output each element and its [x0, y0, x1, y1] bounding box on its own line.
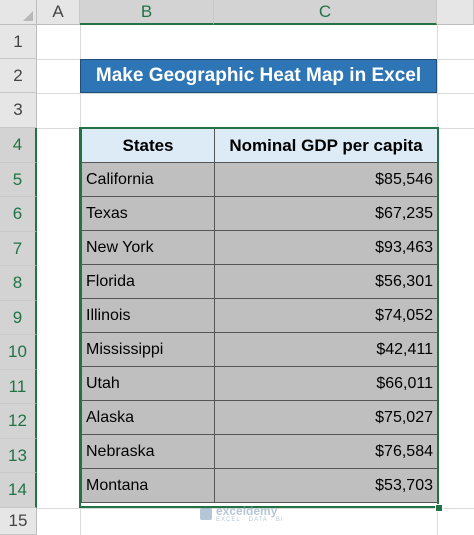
gdp-cell[interactable]: $85,546	[214, 162, 438, 197]
row-header[interactable]: 2	[0, 59, 37, 93]
select-all-button[interactable]	[0, 0, 37, 25]
row-header[interactable]: 9	[0, 301, 37, 335]
row-header[interactable]: 4	[0, 128, 37, 163]
gdp-cell[interactable]: $76,584	[214, 434, 438, 469]
row-header[interactable]: 6	[0, 197, 37, 232]
table-row: Illinois $74,052	[81, 298, 438, 333]
row-header[interactable]: 12	[0, 404, 37, 439]
row-header[interactable]: 7	[0, 232, 37, 266]
table-header-row: States Nominal GDP per capita	[81, 128, 438, 163]
gdp-cell[interactable]: $53,703	[214, 468, 438, 503]
table-row: Utah $66,011	[81, 366, 438, 401]
table-row: Alaska $75,027	[81, 400, 438, 435]
gdp-cell[interactable]: $75,027	[214, 400, 438, 435]
gdp-cell[interactable]: $56,301	[214, 264, 438, 299]
gridline	[37, 508, 474, 509]
row-header[interactable]: 10	[0, 335, 37, 370]
header-states[interactable]: States	[81, 128, 215, 163]
state-cell[interactable]: New York	[81, 230, 215, 265]
table-row: Texas $67,235	[81, 196, 438, 231]
table-row: California $85,546	[81, 162, 438, 197]
state-cell[interactable]: Florida	[81, 264, 215, 299]
watermark-main: exceldemy	[216, 504, 278, 518]
table-row: Florida $56,301	[81, 264, 438, 299]
gridline	[37, 93, 474, 94]
watermark-text: exceldemy EXCEL · DATA · BI	[216, 505, 284, 523]
fill-handle[interactable]	[435, 504, 443, 512]
state-cell[interactable]: Texas	[81, 196, 215, 231]
gdp-cell[interactable]: $74,052	[214, 298, 438, 333]
select-all-icon	[23, 11, 33, 21]
row-header[interactable]: 15	[0, 508, 37, 535]
row-header[interactable]: 14	[0, 473, 37, 508]
row-header[interactable]: 1	[0, 25, 37, 59]
header-gdp[interactable]: Nominal GDP per capita	[214, 128, 438, 163]
gdp-cell[interactable]: $93,463	[214, 230, 438, 265]
state-cell[interactable]: Alaska	[81, 400, 215, 435]
gdp-cell[interactable]: $67,235	[214, 196, 438, 231]
watermark-sub: EXCEL · DATA · BI	[216, 517, 284, 523]
title-cell[interactable]: Make Geographic Heat Map in Excel	[80, 59, 437, 93]
exceldemy-logo-icon	[200, 508, 212, 520]
table-row: Mississippi $42,411	[81, 332, 438, 367]
watermark: exceldemy EXCEL · DATA · BI	[200, 505, 284, 523]
row-header[interactable]: 11	[0, 370, 37, 404]
table-row: Montana $53,703	[81, 468, 438, 503]
row-header[interactable]: 5	[0, 163, 37, 197]
state-cell[interactable]: California	[81, 162, 215, 197]
state-cell[interactable]: Nebraska	[81, 434, 215, 469]
row-header[interactable]: 8	[0, 266, 37, 301]
table-row: Nebraska $76,584	[81, 434, 438, 469]
state-cell[interactable]: Mississippi	[81, 332, 215, 367]
gdp-cell[interactable]: $42,411	[214, 332, 438, 367]
row-header[interactable]: 3	[0, 93, 37, 128]
gdp-table: States Nominal GDP per capita California…	[81, 128, 438, 503]
state-cell[interactable]: Utah	[81, 366, 215, 401]
state-cell[interactable]: Illinois	[81, 298, 215, 333]
column-header-c[interactable]: C	[214, 0, 437, 25]
column-header-a[interactable]: A	[37, 0, 80, 25]
state-cell[interactable]: Montana	[81, 468, 215, 503]
column-header-b[interactable]: B	[80, 0, 214, 25]
gdp-cell[interactable]: $66,011	[214, 366, 438, 401]
column-header-d[interactable]	[437, 0, 474, 25]
table-row: New York $93,463	[81, 230, 438, 265]
row-header[interactable]: 13	[0, 439, 37, 473]
